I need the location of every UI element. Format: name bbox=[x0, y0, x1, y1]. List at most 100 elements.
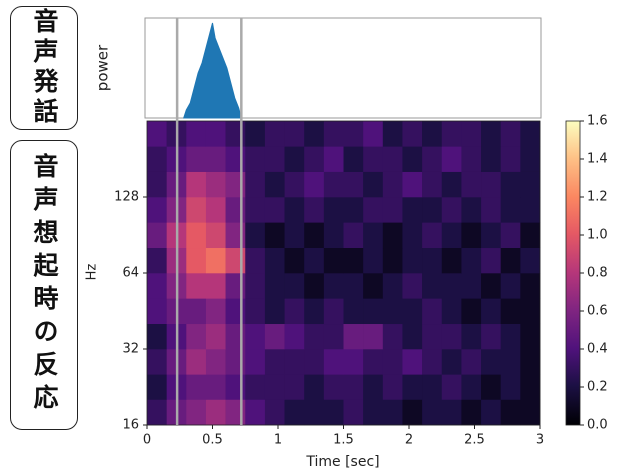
heat-cell bbox=[186, 273, 207, 299]
heat-cell bbox=[382, 374, 403, 400]
colorbar-tick-label: 0.0 bbox=[587, 418, 608, 433]
heat-cell bbox=[323, 349, 344, 375]
heat-cell bbox=[363, 298, 384, 325]
heat-cell bbox=[186, 121, 207, 147]
heat-cell bbox=[461, 121, 482, 147]
heat-cell bbox=[264, 374, 285, 400]
heat-cell bbox=[402, 247, 423, 274]
heat-cell bbox=[304, 349, 325, 375]
colorbar bbox=[565, 120, 581, 426]
heat-cell bbox=[363, 171, 384, 198]
heat-cell bbox=[520, 247, 541, 274]
heat-cell bbox=[264, 273, 285, 299]
heat-cell bbox=[147, 298, 167, 325]
heat-cell bbox=[441, 222, 462, 249]
heat-cell bbox=[520, 399, 541, 426]
heat-cell bbox=[205, 349, 226, 375]
heat-cell bbox=[343, 222, 364, 249]
heat-cell bbox=[284, 197, 305, 223]
heat-cell bbox=[186, 298, 207, 325]
heat-cell bbox=[186, 323, 207, 350]
heat-cell bbox=[245, 399, 266, 426]
heat-cell bbox=[422, 247, 443, 274]
colorbar-tick-label: 0.2 bbox=[587, 380, 608, 395]
heat-cell bbox=[382, 323, 403, 350]
heat-cell bbox=[147, 273, 167, 299]
heat-cell bbox=[382, 171, 403, 198]
heat-cell bbox=[343, 146, 364, 172]
heat-cell bbox=[343, 399, 364, 426]
heat-cell bbox=[245, 374, 266, 400]
heat-cell bbox=[323, 222, 344, 249]
heat-cell bbox=[323, 399, 344, 426]
power-area bbox=[182, 22, 242, 119]
heat-cell bbox=[441, 349, 462, 375]
heat-cell bbox=[323, 323, 344, 350]
heat-cell bbox=[461, 399, 482, 426]
heat-cell bbox=[264, 298, 285, 325]
heat-cell bbox=[323, 273, 344, 299]
heat-cell bbox=[461, 323, 482, 350]
heat-cell bbox=[481, 247, 501, 274]
heat-cell bbox=[500, 374, 521, 400]
heat-cell bbox=[245, 222, 266, 249]
heat-cell bbox=[284, 374, 305, 400]
heat-cell bbox=[441, 121, 462, 147]
heat-cell bbox=[147, 323, 167, 350]
heat-cell bbox=[461, 222, 482, 249]
colorbar-tick-label: 0.8 bbox=[587, 266, 608, 281]
heat-cell bbox=[323, 197, 344, 223]
heat-cell bbox=[323, 121, 344, 147]
heat-cell bbox=[205, 146, 226, 172]
heat-cell bbox=[481, 374, 501, 400]
heat-cell bbox=[264, 197, 285, 223]
heat-cell bbox=[284, 171, 305, 198]
heat-cell bbox=[245, 247, 266, 274]
heat-cell bbox=[264, 222, 285, 249]
heat-cell bbox=[245, 146, 266, 172]
heat-cell bbox=[382, 349, 403, 375]
colorbar-tick-label: 0.6 bbox=[587, 304, 608, 319]
heat-cell bbox=[323, 298, 344, 325]
heat-cell bbox=[422, 273, 443, 299]
heat-cell bbox=[363, 146, 384, 172]
heat-cell bbox=[343, 374, 364, 400]
heat-cell bbox=[147, 349, 167, 375]
y-tick-label: 128 bbox=[114, 190, 139, 205]
heat-cell bbox=[500, 146, 521, 172]
heat-cell bbox=[205, 298, 226, 325]
heat-cell bbox=[323, 247, 344, 274]
heat-cell bbox=[441, 323, 462, 350]
heat-cell bbox=[186, 146, 207, 172]
heat-cell bbox=[402, 374, 423, 400]
heat-cell bbox=[520, 121, 541, 147]
heat-cell bbox=[481, 222, 501, 249]
heat-cell bbox=[147, 374, 167, 400]
heat-cell bbox=[481, 298, 501, 325]
heat-cell bbox=[304, 121, 325, 147]
heat-cell bbox=[304, 273, 325, 299]
heat-cell bbox=[363, 222, 384, 249]
heat-cell bbox=[382, 399, 403, 426]
heat-cell bbox=[147, 222, 167, 249]
heat-cell bbox=[186, 399, 207, 426]
heat-cell bbox=[245, 121, 266, 147]
heat-cell bbox=[264, 399, 285, 426]
heat-cell bbox=[461, 349, 482, 375]
heat-cell bbox=[402, 222, 423, 249]
heat-cell bbox=[382, 121, 403, 147]
heat-cell bbox=[402, 399, 423, 426]
heat-cell bbox=[304, 222, 325, 249]
y-tick-label: 64 bbox=[122, 266, 139, 281]
heat-cell bbox=[186, 374, 207, 400]
heat-cell bbox=[520, 374, 541, 400]
y-tick-label: 16 bbox=[122, 418, 139, 433]
heat-cell bbox=[402, 146, 423, 172]
heat-cell bbox=[343, 349, 364, 375]
heat-cell bbox=[441, 197, 462, 223]
heat-cell bbox=[382, 247, 403, 274]
heat-cell bbox=[382, 273, 403, 299]
heat-cell bbox=[402, 197, 423, 223]
heat-cell bbox=[284, 247, 305, 274]
heat-cell bbox=[343, 171, 364, 198]
